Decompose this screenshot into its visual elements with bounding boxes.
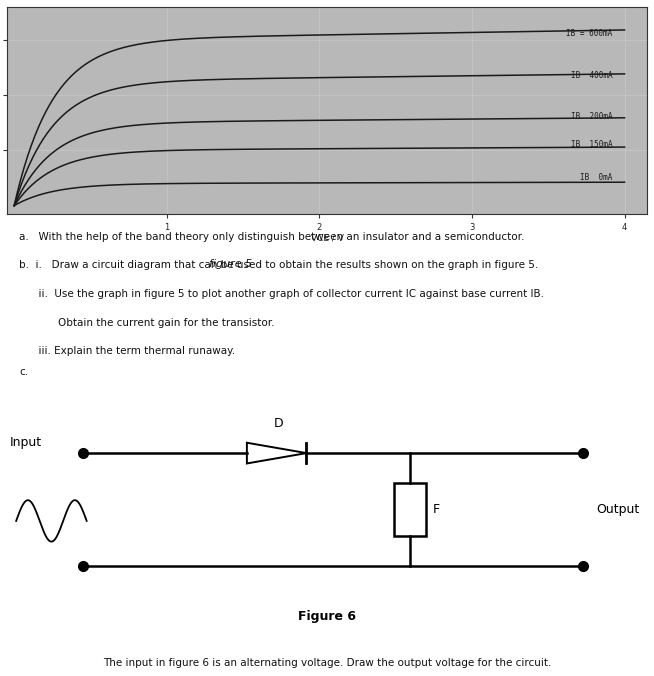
Text: Figure 6: Figure 6 — [298, 610, 356, 623]
Text: Input: Input — [10, 436, 42, 450]
Text: c.: c. — [20, 368, 29, 377]
Text: IB  150mA: IB 150mA — [571, 140, 612, 149]
Bar — [394, 483, 426, 536]
X-axis label: VCE / V: VCE / V — [311, 233, 343, 242]
Text: The input in figure 6 is an alternating voltage. Draw the output voltage for the: The input in figure 6 is an alternating … — [103, 658, 551, 668]
Text: Output: Output — [596, 503, 640, 516]
Text: IB  400mA: IB 400mA — [571, 70, 612, 80]
Text: b.  i.   Draw a circuit diagram that can be used to obtain the results shown on : b. i. Draw a circuit diagram that can be… — [20, 260, 539, 270]
Text: IB  200mA: IB 200mA — [571, 112, 612, 121]
Text: IB  0mA: IB 0mA — [580, 173, 612, 183]
Text: iii. Explain the term thermal runaway.: iii. Explain the term thermal runaway. — [20, 346, 235, 356]
Text: a.   With the help of the band theory only distinguish between an insulator and : a. With the help of the band theory only… — [20, 232, 525, 242]
Text: D: D — [274, 416, 284, 429]
Text: F: F — [433, 503, 440, 516]
Text: ii.  Use the graph in figure 5 to plot another graph of collector current IC aga: ii. Use the graph in figure 5 to plot an… — [20, 289, 544, 299]
Text: Obtain the current gain for the transistor.: Obtain the current gain for the transist… — [20, 318, 275, 328]
Text: figure 5: figure 5 — [209, 260, 252, 270]
Text: IB = 600mA: IB = 600mA — [566, 29, 612, 38]
